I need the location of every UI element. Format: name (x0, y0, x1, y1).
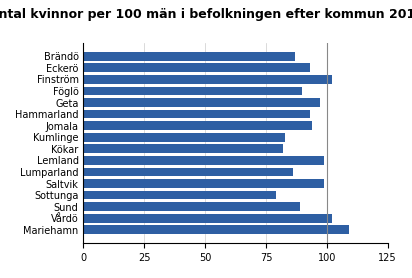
Bar (83, 156, 324, 165)
Bar (83, 52, 295, 61)
Bar (83, 202, 300, 211)
Bar (83, 225, 349, 234)
Bar (83, 179, 324, 188)
Bar (83, 133, 286, 142)
Bar (83, 168, 293, 176)
Text: Antal kvinnor per 100 män i befolkningen efter kommun 2018: Antal kvinnor per 100 män i befolkningen… (0, 8, 412, 21)
Bar (83, 75, 332, 84)
Bar (83, 121, 312, 130)
Bar (83, 191, 276, 199)
Bar (83, 98, 320, 107)
Bar (83, 145, 283, 153)
Bar (83, 110, 310, 118)
Bar (83, 214, 332, 223)
Bar (83, 87, 302, 95)
Bar (83, 63, 310, 72)
